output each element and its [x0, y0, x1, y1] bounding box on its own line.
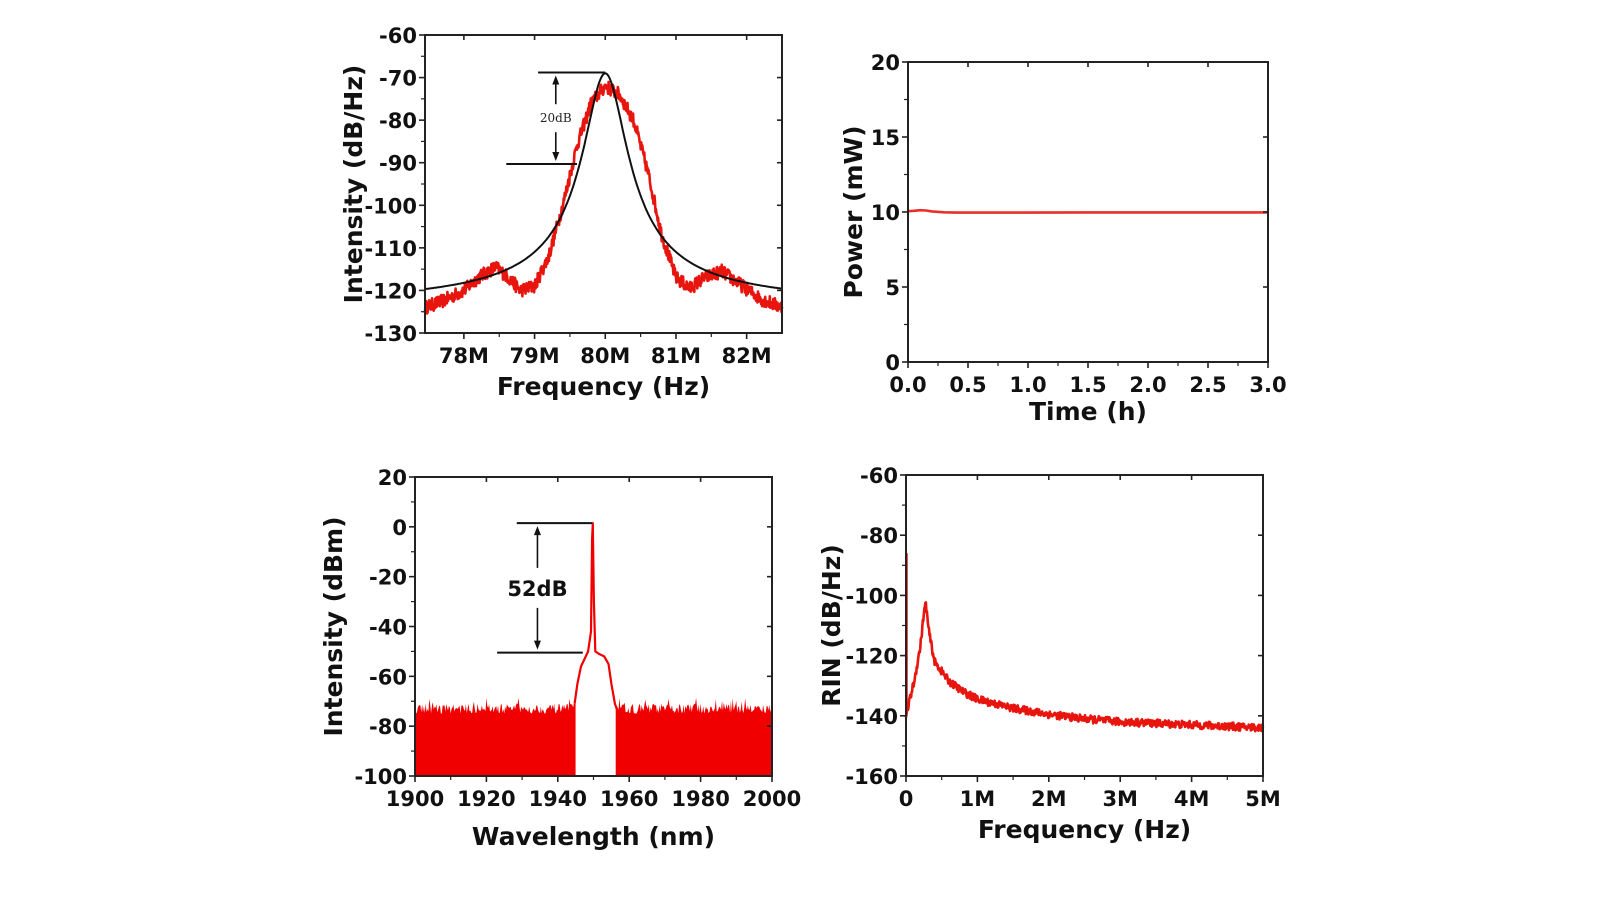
plot-frame [424, 34, 783, 334]
x-tick-label: 0.5 [949, 373, 986, 397]
plot-frame [905, 474, 1264, 777]
arrow-down-icon [552, 151, 560, 161]
data-series-line [904, 601, 1265, 733]
y-axis-title: Intensity (dB/Hz) [339, 65, 368, 304]
arrow-up-icon [552, 75, 560, 85]
x-tick-label: 3M [1102, 787, 1138, 811]
data-series-line [423, 80, 784, 315]
series-group [904, 553, 1265, 733]
series-group [423, 72, 784, 315]
x-tick-label: 1.0 [1009, 373, 1046, 397]
dimension-label: 20dB [540, 111, 572, 125]
y-tick-label: -120 [845, 645, 898, 669]
data-series-line [907, 208, 1268, 214]
x-tick-label: 1940 [529, 787, 587, 811]
arrow-down-icon [533, 640, 541, 650]
x-tick-label: 4M [1174, 787, 1210, 811]
x-axis-title: Frequency (Hz) [978, 815, 1191, 844]
x-tick-label: 5M [1245, 787, 1281, 811]
x-tick-label: 81M [651, 344, 701, 368]
x-tick-label: 1.5 [1069, 373, 1106, 397]
x-axis-title: Wavelength (nm) [472, 822, 715, 851]
noise-floor-right [616, 697, 772, 776]
x-tick-label: 0 [899, 787, 914, 811]
y-tick-label: -60 [369, 665, 407, 689]
y-tick-label: -80 [379, 109, 417, 133]
y-tick-label: -60 [379, 24, 417, 48]
x-tick-label: 0.0 [889, 373, 926, 397]
noise-floor-left [415, 697, 575, 776]
y-tick-label: -20 [369, 566, 407, 590]
x-tick-label: 1920 [457, 787, 515, 811]
y-tick-label: 0 [885, 351, 900, 375]
panel-power-stability: 0.0 0.5 1.0 1.5 2.0 2.5 3.0 0 5 10 15 20 Time (h) P… [839, 51, 1287, 426]
tick-group: 0.0 0.5 1.0 1.5 2.0 2.5 3.0 0 5 10 15 20 [871, 51, 1287, 397]
y-tick-label: -80 [369, 715, 407, 739]
y-tick-label: -100 [364, 194, 417, 218]
y-tick-label: 20 [871, 51, 900, 75]
y-tick-label: 20 [378, 466, 407, 490]
y-tick-label: 15 [871, 126, 900, 150]
y-axis-title: Intensity (dBm) [319, 516, 348, 736]
y-axis-title: Power (mW) [839, 125, 868, 298]
panel-rin-spectrum: 0 1M 2M 3M 4M 5M -160 -140 -120 -100 -80 -60 Freque… [817, 464, 1281, 844]
lorentzian-fit-line [424, 72, 783, 291]
x-tick-label: 80M [580, 344, 630, 368]
x-tick-label: 1960 [600, 787, 658, 811]
y-tick-label: -60 [860, 464, 898, 488]
x-tick-label: 78M [439, 344, 489, 368]
x-axis-title: Time (h) [1029, 397, 1147, 426]
y-tick-label: 5 [885, 276, 900, 300]
x-tick-label: 82M [722, 344, 772, 368]
x-axis-title: Frequency (Hz) [497, 372, 710, 401]
panel-rf-spectrum: 20dB 78M 79M 80M 81M 82M -130 -120 -110 -100 -90 -… [339, 24, 784, 401]
y-tick-label: -40 [369, 616, 407, 640]
y-tick-label: -140 [845, 705, 898, 729]
annotation-group: 20dB [506, 71, 606, 165]
tick-group: 1900 1920 1940 1960 1980 2000 -100 -80 -60 -40 -20… [354, 466, 801, 811]
series-group [415, 522, 772, 776]
x-tick-label: 2M [1031, 787, 1067, 811]
y-tick-label: 10 [871, 201, 900, 225]
y-tick-label: -160 [845, 765, 898, 789]
y-tick-label: -100 [354, 765, 407, 789]
arrow-up-icon [533, 526, 541, 536]
y-tick-label: -120 [364, 279, 417, 303]
panel-optical-spectrum: 52dB 1900 1920 1940 1960 1980 2000 -100 -80 -60 -… [319, 466, 801, 851]
dimension-label: 52dB [507, 577, 567, 601]
y-tick-label: -70 [379, 67, 417, 91]
y-tick-label: -130 [364, 322, 417, 346]
y-tick-label: -80 [860, 524, 898, 548]
laser-peak-line [573, 522, 618, 710]
annotation-group: 52dB [497, 522, 593, 654]
tick-group: 78M 79M 80M 81M 82M -130 -120 -110 -100 -90 -80 -70… [364, 24, 782, 368]
x-tick-label: 1980 [671, 787, 729, 811]
tick-group: 0 1M 2M 3M 4M 5M -160 -140 -120 -100 -80 -60 [845, 464, 1280, 811]
x-tick-label: 79M [510, 344, 560, 368]
x-tick-label: 1900 [386, 787, 444, 811]
x-tick-label: 2000 [743, 787, 801, 811]
x-tick-label: 2.0 [1129, 373, 1166, 397]
y-tick-label: 0 [392, 516, 407, 540]
x-tick-label: 3.0 [1249, 373, 1286, 397]
y-tick-label: -110 [364, 237, 417, 261]
y-tick-label: -100 [845, 584, 898, 608]
y-tick-label: -90 [379, 152, 417, 176]
y-axis-title: RIN (dB/Hz) [817, 544, 846, 707]
x-tick-label: 2.5 [1189, 373, 1226, 397]
x-tick-label: 1M [960, 787, 996, 811]
series-group [907, 208, 1268, 214]
